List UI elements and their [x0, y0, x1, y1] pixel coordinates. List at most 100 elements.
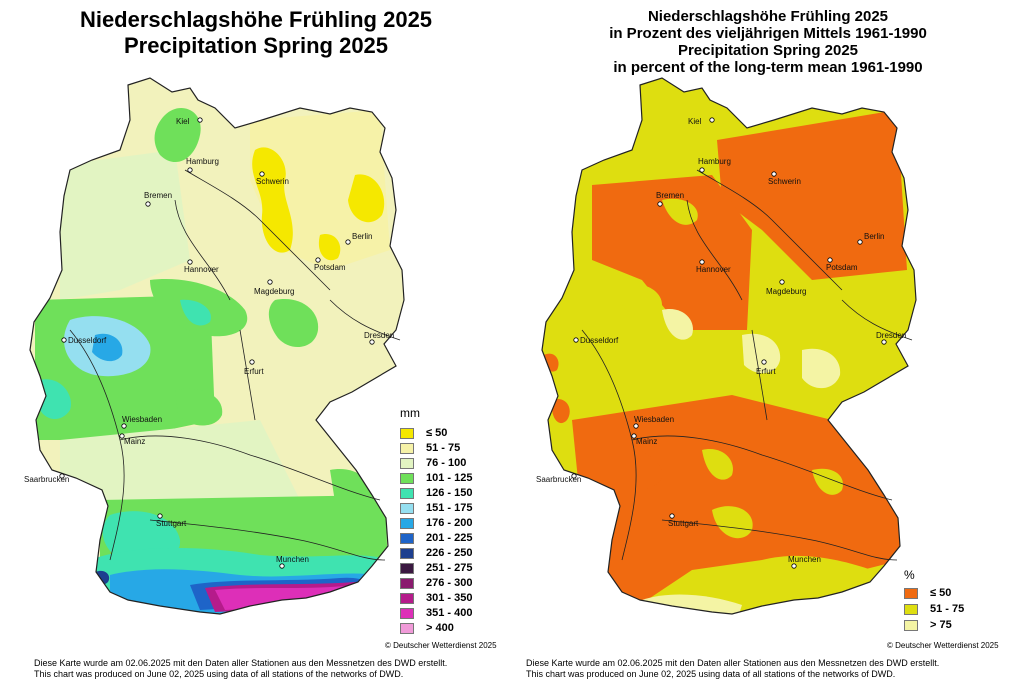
legend-label: 201 - 225 — [426, 532, 473, 544]
legend-item: > 75 — [904, 618, 952, 632]
legend-item: > 400 — [400, 621, 454, 635]
city-label: Mainz — [636, 437, 657, 446]
legend-label: 51 - 75 — [930, 603, 965, 615]
city-dot — [369, 339, 375, 345]
legend-label: > 75 — [930, 619, 952, 631]
city-label: Dresden — [364, 331, 394, 340]
city-dot — [857, 239, 863, 245]
city-label: Bremen — [144, 191, 172, 200]
legend-item: ≤ 50 — [400, 426, 447, 440]
legend-item: 126 - 150 — [400, 486, 472, 500]
legend-label: ≤ 50 — [930, 587, 952, 599]
legend-label: 351 - 400 — [426, 607, 473, 619]
legend-unit: mm — [400, 406, 420, 420]
city-dot — [571, 473, 577, 479]
legend-label: 76 - 100 — [426, 457, 467, 469]
footnote-german: Diese Karte wurde am 02.06.2025 mit den … — [34, 658, 448, 668]
city-label: Potsdam — [826, 263, 858, 272]
city-label: Schwerin — [256, 177, 289, 186]
city-label: Schwerin — [768, 177, 801, 186]
rivers — [69, 169, 401, 561]
city-dot — [827, 257, 833, 263]
city-label: Erfurt — [244, 367, 264, 376]
city-dot — [315, 257, 321, 263]
city-dot — [267, 279, 273, 285]
legend-swatch — [400, 517, 414, 529]
city-label: Wiesbaden — [634, 415, 674, 424]
city-dot — [121, 423, 127, 429]
map-subtitle-en: in percent of the long-term mean 1961-19… — [613, 59, 923, 76]
city-dot — [631, 433, 637, 439]
legend-swatch — [400, 547, 414, 559]
city-dot — [669, 513, 675, 519]
precipitation-percent-map-panel: Niederschlagshöhe Frühling 2025 in Proze… — [512, 0, 1024, 688]
city-dot — [791, 563, 797, 569]
rivers — [581, 169, 913, 561]
city-dot — [573, 337, 579, 343]
city-dot — [761, 359, 767, 365]
legend-swatch — [904, 587, 918, 599]
city-label: Stuttgart — [668, 519, 699, 528]
legend-swatch — [400, 457, 414, 469]
city-dot — [187, 167, 193, 173]
city-dot — [279, 563, 285, 569]
city-label: Saarbrucken — [536, 475, 581, 484]
legend-label: 301 - 350 — [426, 592, 473, 604]
legend-label: 276 - 300 — [426, 577, 473, 589]
map-title: Niederschlagshöhe Frühling 2025 — [79, 7, 433, 32]
legend-label: 226 - 250 — [426, 547, 473, 559]
map-subtitle: Precipitation Spring 2025 — [123, 33, 389, 58]
legend-swatch — [400, 607, 414, 619]
city-dot — [59, 473, 65, 479]
city-label: Berlin — [864, 232, 884, 241]
precipitation-map-panel: Niederschlagshöhe Frühling 2025 Precipit… — [24, 7, 497, 680]
city-label: Potsdam — [314, 263, 346, 272]
copyright: © Deutscher Wetterdienst 2025 — [385, 641, 497, 650]
city-label: Erfurt — [756, 367, 776, 376]
city-label: Dusseldorf — [68, 336, 107, 345]
city-markers: Kiel Hamburg Schwerin Bremen Berlin Potsdam Ha… — [24, 117, 394, 569]
legend-swatch — [400, 502, 414, 514]
city-label: Magdeburg — [766, 287, 806, 296]
city-dot — [771, 171, 777, 177]
legend-swatch — [400, 532, 414, 544]
map-subtitle-de: in Prozent des vieljährigen Mittels 1961… — [609, 25, 927, 42]
city-dot — [61, 337, 67, 343]
city-label: Kiel — [688, 117, 702, 126]
legend: ≤ 50 51 - 75 76 - 100 101 - 125 126 - 150 151… — [400, 426, 490, 636]
map-title: Niederschlagshöhe Frühling 2025 — [647, 8, 889, 25]
legend-swatch — [400, 577, 414, 589]
legend-label: 51 - 75 — [426, 442, 461, 454]
legend-label: > 400 — [426, 622, 454, 634]
city-dot — [157, 513, 163, 519]
legend-item: 201 - 225 — [400, 531, 472, 545]
legend-swatch — [400, 622, 414, 634]
city-label: Hannover — [184, 265, 219, 274]
legend: ≤ 50 51 - 75 > 75 — [904, 586, 994, 636]
city-label: Hamburg — [186, 157, 219, 166]
legend-swatch — [400, 592, 414, 604]
legend-label: 176 - 200 — [426, 517, 473, 529]
city-dot — [709, 117, 715, 123]
legend-label: ≤ 50 — [426, 427, 448, 439]
city-label: Wiesbaden — [122, 415, 162, 424]
city-dot — [187, 259, 193, 265]
map-title-en: Precipitation Spring 2025 — [677, 42, 859, 59]
footnote-english: This chart was produced on June 02, 2025… — [34, 669, 404, 679]
legend-label: 151 - 175 — [426, 502, 473, 514]
city-label: Berlin — [352, 232, 372, 241]
legend-item: ≤ 50 — [904, 586, 951, 600]
city-dot — [145, 201, 151, 207]
city-label: Hamburg — [698, 157, 731, 166]
legend-item: 351 - 400 — [400, 606, 472, 620]
legend-item: 276 - 300 — [400, 576, 472, 590]
city-label: Mainz — [124, 437, 145, 446]
copyright: © Deutscher Wetterdienst 2025 — [887, 641, 999, 650]
city-label: Bremen — [656, 191, 684, 200]
legend-label: 101 - 125 — [426, 472, 473, 484]
legend-item: 51 - 75 — [400, 441, 460, 455]
city-dot — [779, 279, 785, 285]
city-label: Saarbrucken — [24, 475, 69, 484]
city-dot — [699, 167, 705, 173]
legend-item: 101 - 125 — [400, 471, 472, 485]
